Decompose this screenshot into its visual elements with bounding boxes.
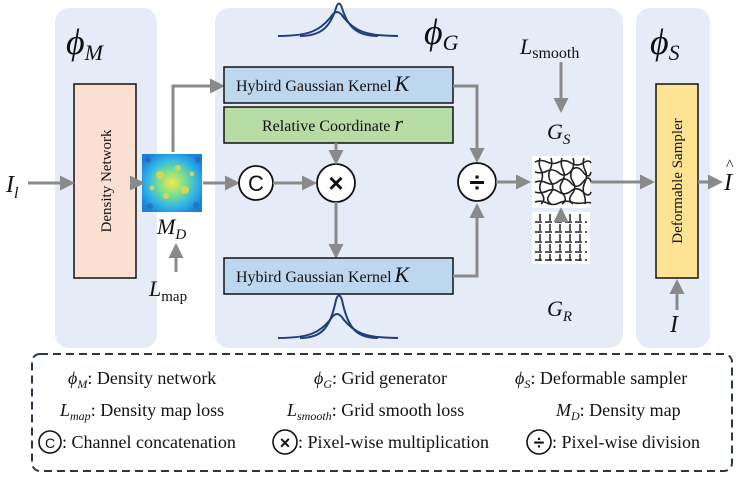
phi-s-label: ϕS bbox=[650, 22, 680, 65]
output-label: I bbox=[723, 170, 733, 196]
hgk-bottom-label: Hybird Gaussian Kernel K bbox=[236, 262, 411, 287]
grid-s-label: GS bbox=[547, 119, 571, 148]
hgk-top-block bbox=[223, 66, 454, 104]
hgk-bottom-block bbox=[223, 257, 454, 295]
legend-divide-symbol: ÷ bbox=[534, 433, 544, 454]
arrow-map-to-hgk-top bbox=[171, 78, 225, 152]
density-network-label: Density Network bbox=[99, 129, 115, 232]
legend-divide-icon bbox=[526, 429, 552, 455]
gaussian-curve-bottom bbox=[277, 313, 399, 339]
arrow-hgk-top-to-divide bbox=[453, 84, 485, 163]
gaussian-curve-top-narrow bbox=[299, 2, 379, 37]
output-hat: ^ bbox=[726, 157, 734, 174]
legend-concat-icon bbox=[38, 430, 62, 454]
phi-g-label: ϕG bbox=[424, 12, 459, 55]
legend-multiply-symbol: × bbox=[280, 433, 291, 453]
multiply-symbol: × bbox=[328, 168, 343, 198]
density-map-label: MD bbox=[156, 214, 186, 243]
divide-symbol: ÷ bbox=[469, 167, 484, 198]
legend-phi-s: ϕS: Deformable sampler bbox=[515, 368, 687, 391]
legend-box bbox=[31, 353, 733, 472]
sampler-input-label: I bbox=[669, 312, 679, 338]
legend-concat-text: : Channel concatenation bbox=[62, 432, 236, 452]
regular-grid-image bbox=[532, 212, 590, 264]
legend-phi-m: ϕM: Density network bbox=[68, 368, 216, 391]
legend-divide-text: : Pixel-wise division bbox=[552, 432, 700, 452]
legend-multiply-icon bbox=[272, 429, 298, 455]
arrow-hgk-bottom-to-divide bbox=[453, 203, 485, 278]
phi-m-label: ϕM bbox=[66, 22, 105, 65]
density-network-block bbox=[73, 83, 137, 279]
map-loss-label: Lmap bbox=[148, 276, 187, 305]
deformed-grid-image bbox=[532, 156, 592, 208]
deformable-sampler-block bbox=[655, 83, 699, 279]
legend-concat-symbol: C bbox=[45, 435, 55, 451]
density-map-image bbox=[142, 154, 202, 212]
legend-l-smooth: Lsmooth: Grid smooth loss bbox=[286, 400, 464, 423]
legend-l-map: Lmap: Density map loss bbox=[59, 400, 224, 423]
relative-coordinate-block bbox=[223, 106, 454, 144]
legend-m-d: MD: Density map bbox=[555, 400, 681, 423]
hgk-top-label: Hybird Gaussian Kernel K bbox=[236, 71, 411, 96]
concat-symbol: C bbox=[248, 171, 264, 196]
input-label: Il bbox=[5, 172, 19, 202]
legend-multiply-text: : Pixel-wise multiplication bbox=[298, 432, 489, 452]
legend-phi-g: ϕG: Grid generator bbox=[314, 368, 447, 391]
smooth-loss-label: Lsmooth bbox=[519, 34, 579, 62]
relative-coordinate-label: Relative Coordinate r bbox=[262, 111, 403, 136]
deformable-sampler-label: Deformable Sampler bbox=[670, 118, 686, 243]
gaussian-curve-bottom-narrow bbox=[299, 294, 379, 339]
gaussian-curve-top bbox=[277, 11, 399, 37]
grid-r-label: GR bbox=[547, 296, 572, 325]
